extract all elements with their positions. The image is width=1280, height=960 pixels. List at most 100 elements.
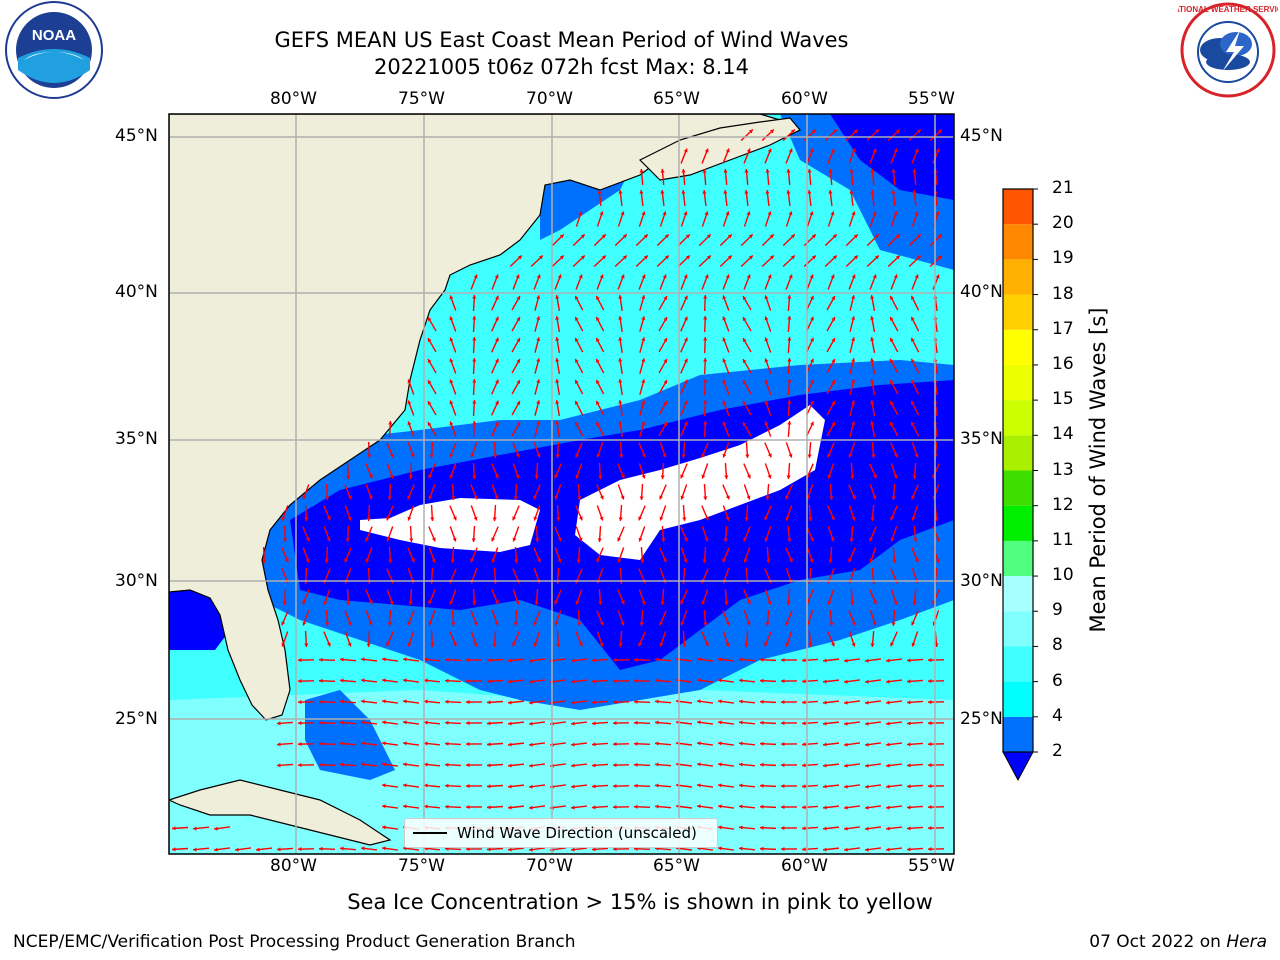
direction-arrow <box>591 679 609 684</box>
direction-arrow <box>822 700 840 705</box>
direction-arrow <box>444 804 462 809</box>
direction-arrow <box>423 699 441 704</box>
direction-arrow <box>849 337 856 353</box>
direction-arrow <box>785 505 793 521</box>
direction-arrow <box>761 129 775 141</box>
direction-arrow <box>785 610 793 626</box>
direction-arrow <box>722 610 730 626</box>
direction-arrow <box>869 526 877 542</box>
direction-arrow <box>281 505 289 521</box>
direction-arrow <box>827 463 835 479</box>
direction-arrow <box>612 763 630 768</box>
direction-arrow <box>491 589 499 605</box>
direction-arrow <box>276 763 294 768</box>
direction-arrow <box>785 274 793 290</box>
direction-arrow <box>428 463 436 479</box>
direction-arrow <box>639 483 644 501</box>
direction-arrow <box>787 357 792 375</box>
direction-arrow <box>512 526 520 542</box>
direction-arrow <box>344 484 352 500</box>
direction-arrow <box>381 846 399 851</box>
direction-arrow <box>595 379 605 395</box>
direction-arrow <box>283 525 288 543</box>
direction-arrow <box>486 700 504 705</box>
machine-name: Hera <box>1226 932 1267 952</box>
direction-arrow <box>512 274 520 290</box>
direction-arrow <box>864 763 882 768</box>
direction-arrow <box>596 547 604 563</box>
direction-arrow <box>402 741 420 746</box>
direction-arrow <box>780 720 798 726</box>
direction-arrow <box>696 657 714 662</box>
direction-arrow <box>491 358 499 374</box>
direction-arrow <box>297 721 315 726</box>
direction-arrow <box>742 379 752 395</box>
direction-arrow <box>402 720 420 725</box>
direction-arrow <box>782 129 796 141</box>
direction-arrow <box>618 504 623 522</box>
direction-arrow <box>864 700 882 705</box>
direction-arrow <box>427 337 437 353</box>
direction-arrow <box>595 421 605 437</box>
colorbar-segment <box>1003 646 1033 682</box>
direction-arrow <box>801 742 819 747</box>
direction-arrow <box>764 463 772 479</box>
direction-arrow <box>507 784 525 789</box>
direction-arrow <box>723 168 728 186</box>
direction-arrow <box>658 400 668 416</box>
colorbar-tick-label: 8 <box>1052 635 1063 656</box>
direction-arrow <box>596 442 604 458</box>
direction-arrow <box>345 525 350 543</box>
direction-arrow <box>513 483 518 501</box>
direction-arrow <box>910 316 920 332</box>
direction-arrow <box>696 741 714 746</box>
direction-arrow <box>344 547 352 563</box>
direction-arrow <box>428 526 436 542</box>
direction-arrow <box>407 610 415 626</box>
direction-arrow <box>554 463 562 479</box>
direction-arrow <box>717 720 735 725</box>
direction-arrow <box>703 483 708 501</box>
direction-arrow <box>658 337 668 353</box>
direction-arrow <box>575 505 583 521</box>
direction-arrow <box>491 295 499 311</box>
direction-arrow <box>885 847 903 852</box>
direction-arrow <box>533 547 541 563</box>
direction-arrow <box>891 483 896 501</box>
lat-label-right: 25°N <box>960 709 1003 729</box>
direction-arrow <box>551 233 565 247</box>
direction-arrow <box>843 700 861 705</box>
direction-arrow <box>680 547 688 563</box>
direction-arrow <box>803 129 817 141</box>
direction-arrow <box>408 462 413 480</box>
direction-arrow <box>407 442 415 458</box>
direction-arrow <box>281 610 289 626</box>
direction-arrow <box>738 657 756 662</box>
chart-subtitle: 20221005 t06z 072h fcst Max: 8.14 <box>374 55 749 79</box>
direction-arrow <box>780 762 798 768</box>
direction-arrow <box>555 399 561 417</box>
direction-arrow <box>701 505 709 521</box>
direction-arrow <box>618 420 623 438</box>
direction-arrow <box>596 610 604 626</box>
direction-arrow <box>171 826 189 831</box>
map-frame <box>168 113 955 855</box>
colorbar-tick-label: 17 <box>1052 318 1074 339</box>
direction-arrow <box>806 211 814 227</box>
direction-arrow <box>638 211 646 227</box>
direction-arrow <box>826 337 836 353</box>
direction-arrow <box>849 400 856 416</box>
direction-arrow <box>887 254 901 268</box>
direction-arrow <box>786 168 791 186</box>
direction-arrow <box>932 589 940 605</box>
direction-arrow <box>449 463 457 479</box>
direction-arrow <box>444 762 462 767</box>
direction-arrow <box>570 763 588 768</box>
direction-arrow <box>827 631 835 647</box>
direction-arrow <box>908 233 922 247</box>
direction-arrow <box>869 463 877 479</box>
direction-arrow <box>660 462 665 480</box>
direction-arrow <box>927 700 945 705</box>
direction-arrow <box>365 463 373 479</box>
direction-arrow <box>365 526 373 542</box>
